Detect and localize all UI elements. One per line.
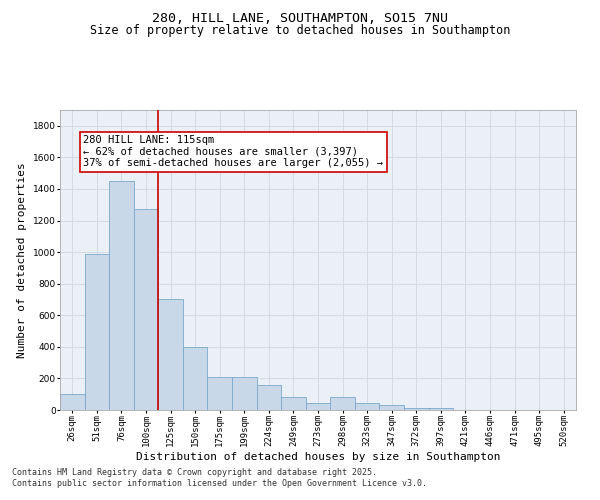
Bar (134, 210, 158, 410)
Bar (208, 377, 232, 410)
Text: 280, HILL LANE, SOUTHAMPTON, SO15 7NU: 280, HILL LANE, SOUTHAMPTON, SO15 7NU (152, 12, 448, 26)
X-axis label: Distribution of detached houses by size in Southampton: Distribution of detached houses by size … (136, 452, 500, 462)
Bar (60, 394, 85, 410)
Bar (109, 181, 134, 410)
Bar (404, 408, 428, 410)
Bar (281, 398, 306, 410)
Bar (85, 254, 109, 410)
Bar (257, 384, 281, 410)
Y-axis label: Number of detached properties: Number of detached properties (17, 162, 27, 358)
Bar (330, 398, 355, 410)
Text: 280 HILL LANE: 115sqm
← 62% of detached houses are smaller (3,397)
37% of semi-d: 280 HILL LANE: 115sqm ← 62% of detached … (83, 136, 383, 168)
Text: Size of property relative to detached houses in Southampton: Size of property relative to detached ho… (90, 24, 510, 37)
Bar (306, 403, 330, 410)
Bar (355, 403, 379, 410)
Bar (428, 408, 453, 410)
Bar (158, 300, 183, 410)
Bar (232, 377, 257, 410)
Bar (379, 406, 404, 410)
Bar (183, 347, 208, 410)
Text: Contains HM Land Registry data © Crown copyright and database right 2025.
Contai: Contains HM Land Registry data © Crown c… (12, 468, 427, 487)
